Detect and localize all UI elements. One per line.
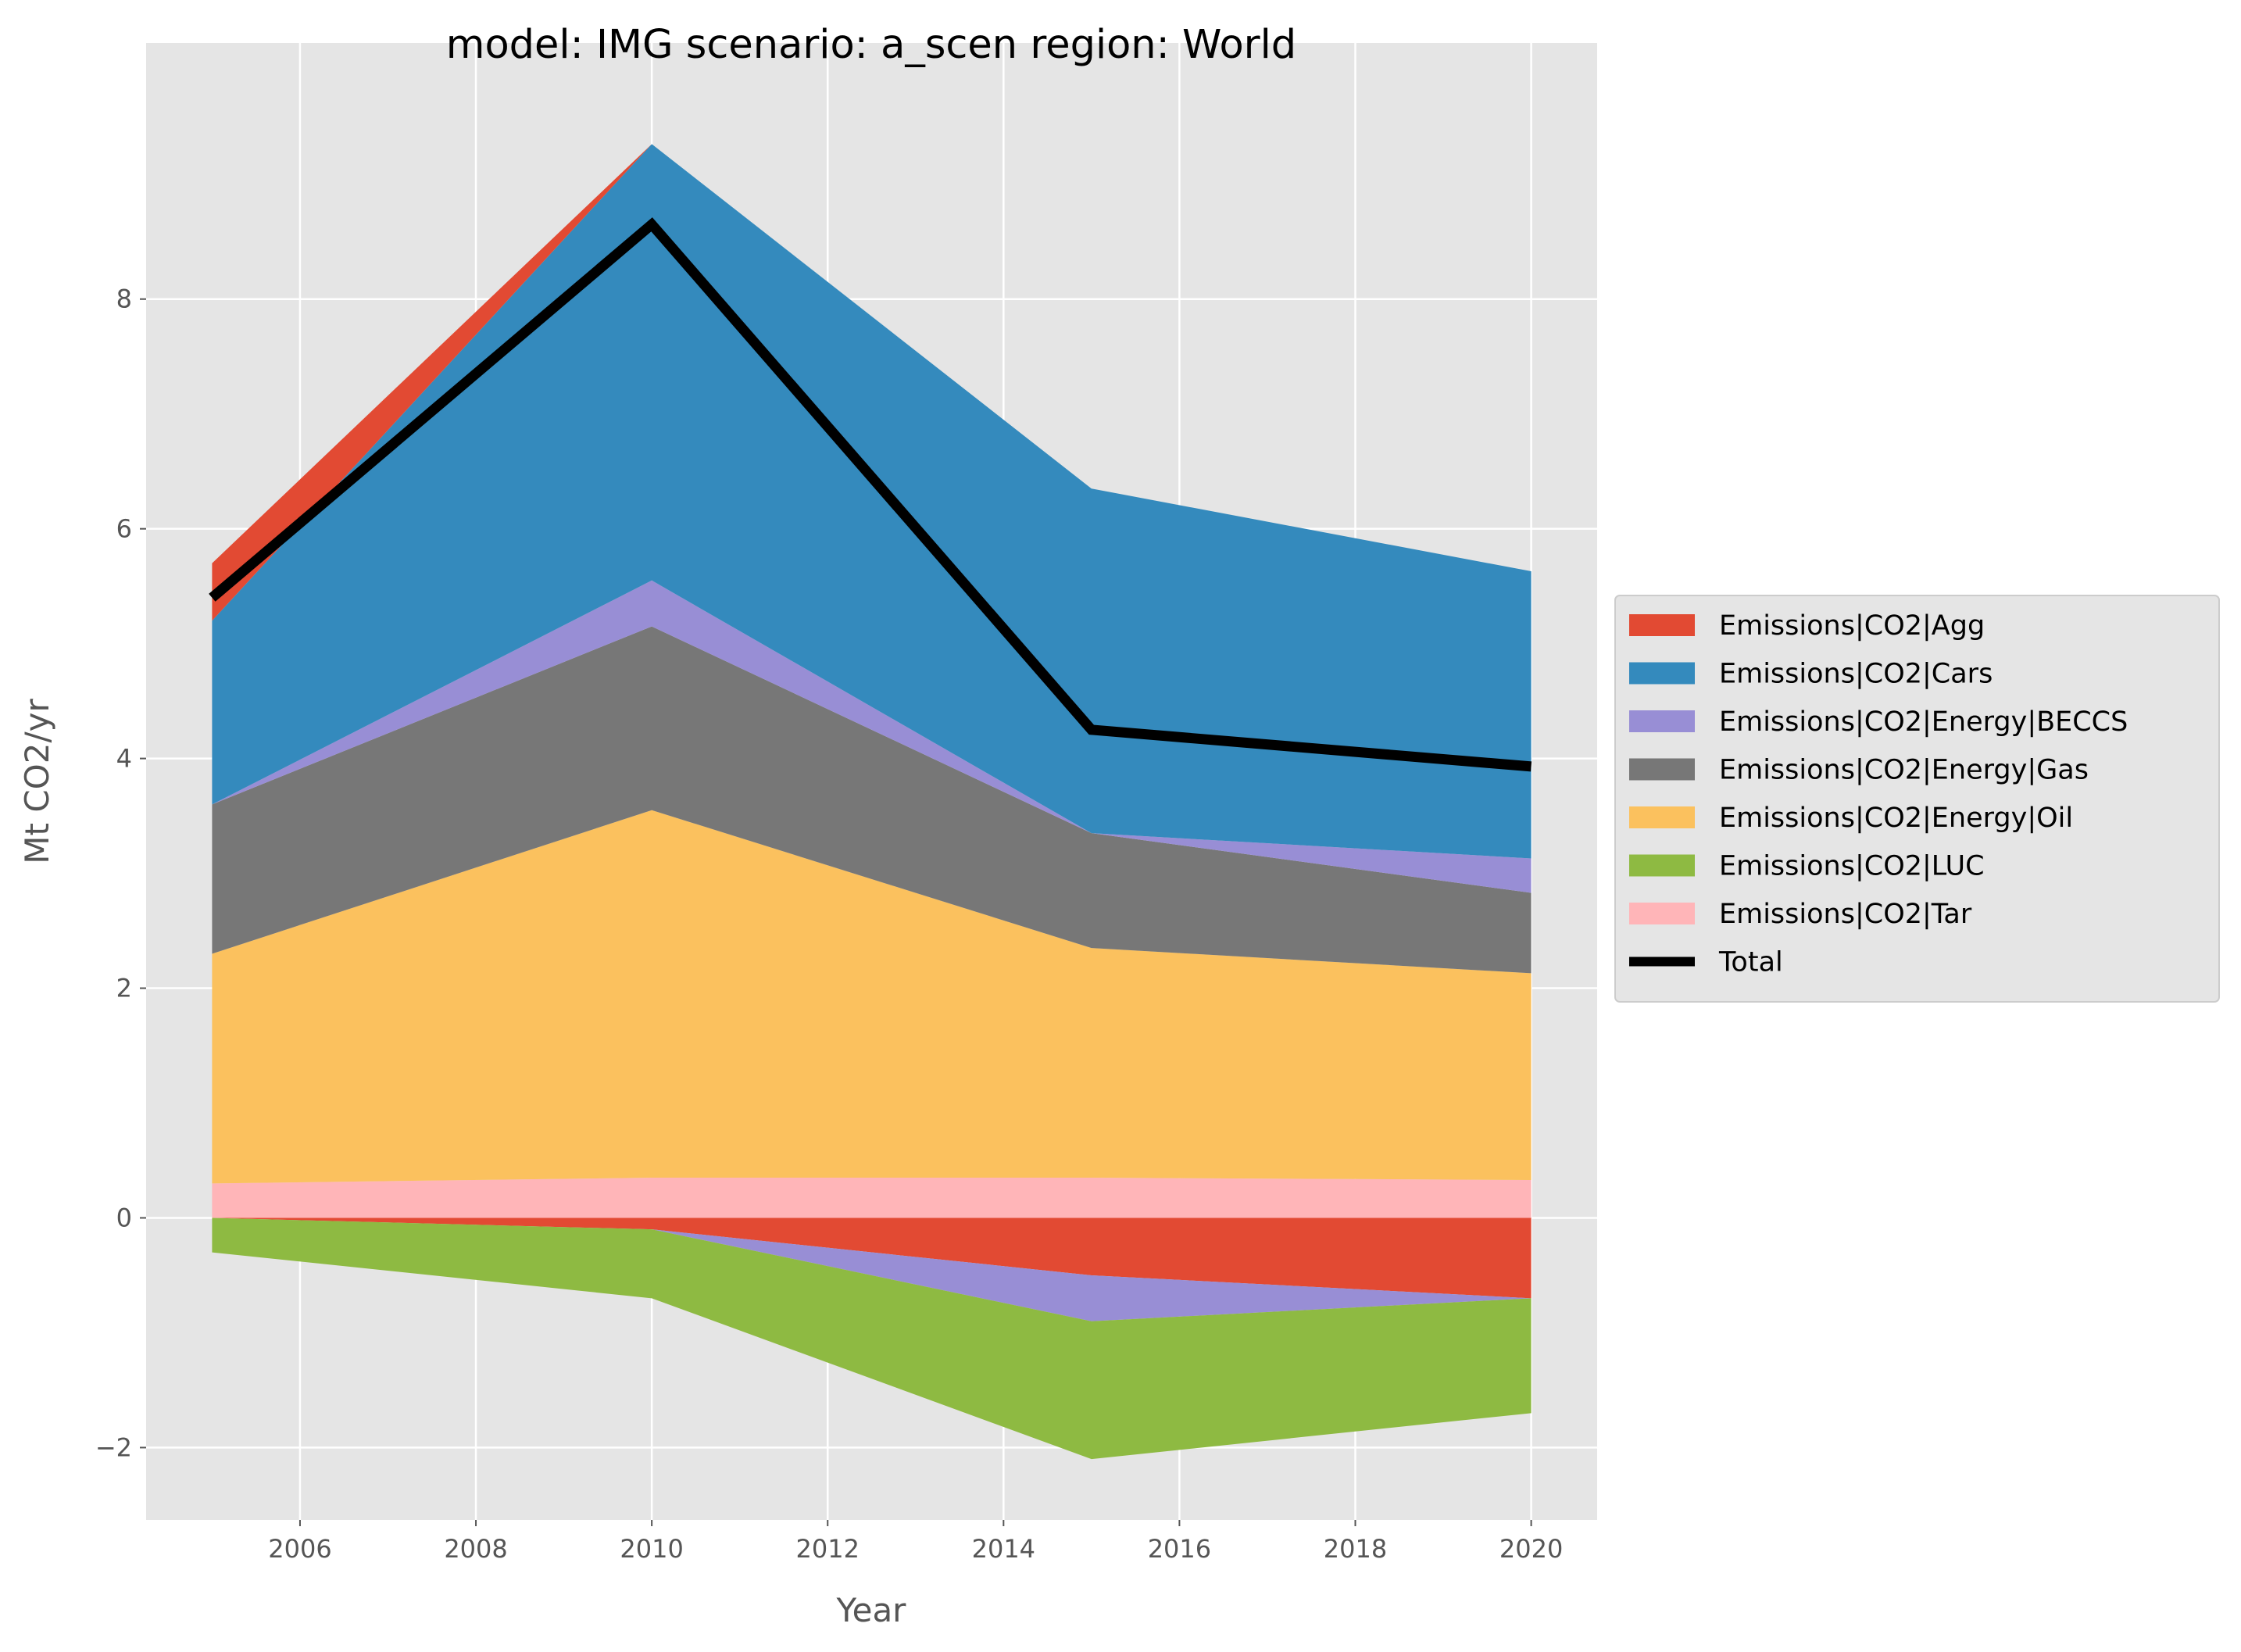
- y-tick-label: 8: [116, 284, 132, 314]
- area-emissions-co2-luc: [212, 1218, 1532, 1460]
- legend-label-emissions-co2-cars: Emissions|CO2|Cars: [1719, 659, 1993, 690]
- y-tick-label: 2: [116, 974, 132, 1003]
- ticks: 2006 2008 2010 2012 2014 2016 2018 2020 −2 0 2 4 6 8: [95, 284, 1563, 1564]
- y-tick-label: 0: [116, 1203, 132, 1232]
- x-tick-label: 2008: [444, 1534, 507, 1564]
- x-tick-label: 2014: [972, 1534, 1035, 1564]
- y-tick-label: 6: [116, 514, 132, 544]
- legend-label-emissions-co2-energy-gas: Emissions|CO2|Energy|Gas: [1719, 755, 2089, 786]
- x-tick-label: 2010: [620, 1534, 683, 1564]
- legend-swatch-emissions-co2-agg: [1629, 614, 1695, 636]
- area-emissions-co2-energy-oil: [212, 810, 1532, 1184]
- y-tick-label: −2: [95, 1432, 132, 1462]
- x-tick-label: 2020: [1499, 1534, 1563, 1564]
- area-emissions-co2-tar: [212, 1178, 1532, 1218]
- chart-title: model: IMG scenario: a_scen region: Worl…: [446, 22, 1296, 68]
- legend-label-emissions-co2-energy-beccs: Emissions|CO2|Energy|BECCS: [1719, 706, 2128, 738]
- legend-swatch-emissions-co2-cars: [1629, 662, 1695, 685]
- area-emissions-co2-energy-beccs: [212, 580, 1532, 893]
- area-emissions-co2-energy-gas: [212, 626, 1532, 974]
- legend-label-emissions-co2-agg: Emissions|CO2|Agg: [1719, 610, 1985, 642]
- y-axis-label: Mt CO2/yr: [18, 699, 56, 864]
- y-tick-label: 4: [116, 744, 132, 774]
- legend-label-emissions-co2-luc: Emissions|CO2|LUC: [1719, 851, 1985, 882]
- x-tick-label: 2006: [268, 1534, 331, 1564]
- total-line-group: [209, 217, 1532, 772]
- x-tick-label: 2016: [1148, 1534, 1211, 1564]
- legend-box: [1614, 595, 2220, 1003]
- legend-swatch-emissions-co2-energy-gas: [1629, 758, 1695, 781]
- x-tick-label: 2012: [796, 1534, 860, 1564]
- legend-swatch-emissions-co2-tar: [1629, 903, 1695, 924]
- legend-label-emissions-co2-tar: Emissions|CO2|Tar: [1719, 899, 1972, 930]
- total-line: [209, 217, 1532, 772]
- x-axis-label: Year: [836, 1591, 907, 1629]
- area-emissions-co2-energy-beccs: [212, 1218, 1532, 1321]
- area-emissions-co2-agg: [212, 1218, 1532, 1299]
- legend-swatch-emissions-co2-luc: [1629, 854, 1695, 877]
- x-tick-label: 2018: [1324, 1534, 1387, 1564]
- legend-swatch-emissions-co2-energy-beccs: [1629, 710, 1695, 732]
- legend: Emissions|CO2|Agg Emissions|CO2|Cars Emiss…: [1614, 595, 2220, 1003]
- legend-swatch-emissions-co2-energy-oil: [1629, 806, 1695, 828]
- legend-label-total: Total: [1718, 947, 1783, 978]
- legend-label-emissions-co2-energy-oil: Emissions|CO2|Energy|Oil: [1719, 803, 2073, 834]
